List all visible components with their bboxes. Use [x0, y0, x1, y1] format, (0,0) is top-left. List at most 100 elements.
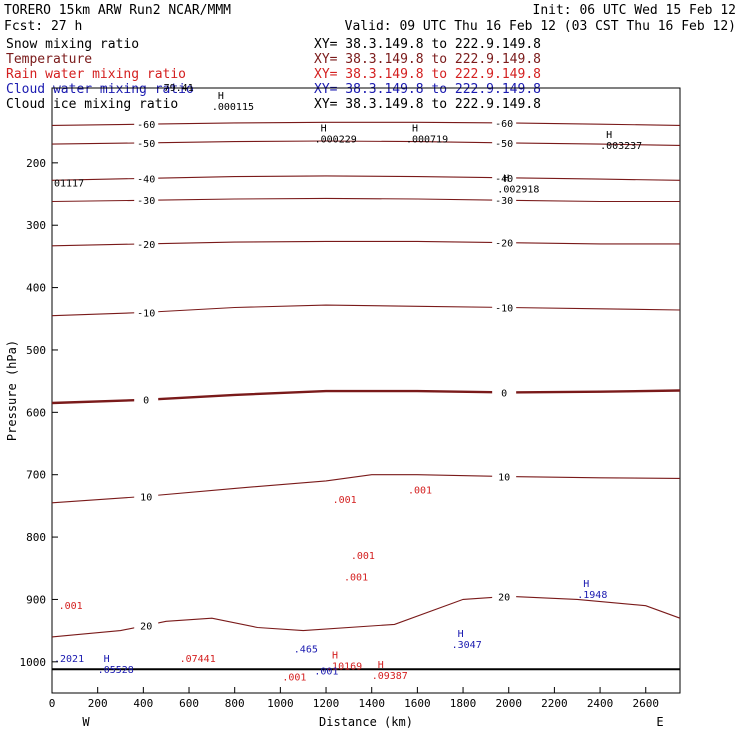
isotherm-label: -20 [495, 239, 513, 250]
legend-entry: Snow mixing ratio [6, 37, 139, 52]
isotherm-label: -30 [495, 196, 513, 207]
plot-area: -60 -60 -50 -50 -40 -40 -30 -30 -20 -20 -10 -10 0 0 10… [51, 83, 681, 694]
axes: 0 200 400 600 800 1000 1200 1400 1600 1800 2000 220… [5, 157, 664, 729]
isotherm-label: 10 [498, 472, 510, 483]
legend-entry: Cloud ice mixing ratio [6, 97, 178, 112]
x-tick-label: 400 [133, 697, 153, 710]
isotherm-label-bg [492, 116, 517, 129]
maximum-value-label: .05528 [98, 665, 134, 676]
isotherm-line [51, 389, 681, 405]
x-tick-label: 0 [49, 697, 56, 710]
maximum-marker: H [458, 629, 464, 640]
y-tick-label: 500 [26, 344, 46, 357]
legend-xy-range: XY= 38.3.149.8 to 222.9.149.8 [314, 37, 541, 52]
maximum-marker: H [332, 651, 338, 662]
isotherm-label-bg [492, 590, 517, 603]
x-tick-label: 1600 [404, 697, 431, 710]
isotherm-label: -40 [137, 174, 155, 185]
isotherm-label-bg [134, 136, 159, 149]
y-tick-label: 300 [26, 219, 46, 232]
isotherm-line [51, 304, 681, 317]
x-tick-label: 600 [179, 697, 199, 710]
isotherm-label: 10 [140, 492, 152, 503]
maximum-marker: H [606, 130, 612, 141]
x-tick-label: 200 [88, 697, 108, 710]
isotherm-label-bg [134, 306, 159, 319]
isotherm-label-bg [492, 301, 517, 314]
contour-label: 01117 [54, 179, 84, 190]
isotherm-label: 20 [498, 593, 510, 604]
legend-xy-range: XY= 38.3.149.8 to 222.9.149.8 [314, 82, 541, 97]
isotherm-line [51, 474, 681, 504]
header-block: TORERO 15km ARW Run2 NCAR/MMM Init: 06 U… [4, 3, 736, 34]
isotherm-line [51, 175, 681, 181]
legend-entry: Rain water mixing ratio [6, 67, 186, 82]
contour-label: 79.41 [164, 83, 194, 94]
legend-entry: Cloud water mixing ratio [6, 82, 194, 97]
isotherm-label: -50 [495, 139, 513, 150]
y-tick-label: 1000 [20, 656, 47, 669]
isotherm-label-bg [134, 118, 159, 131]
x-tick-label: 2000 [495, 697, 522, 710]
isotherm-label: 20 [140, 621, 152, 632]
contour-label: .001 [314, 666, 338, 677]
x-tick-label: 2200 [541, 697, 568, 710]
maximum-value-label: .1948 [577, 590, 607, 601]
contour-label: .465 [294, 644, 318, 655]
contour-label: .001 [333, 495, 357, 506]
y-tick-label: 800 [26, 531, 46, 544]
isotherm-label-bg [134, 619, 159, 632]
isotherm-label: -20 [137, 240, 155, 251]
isotherm-label-bg [492, 136, 517, 149]
y-axis-label: Pressure (hPa) [5, 340, 19, 441]
legend-xy-range: XY= 38.3.149.8 to 222.9.149.8 [314, 97, 541, 112]
maximum-marker: H [218, 91, 224, 102]
isotherm-line [51, 595, 681, 638]
contour-label: .001 [351, 551, 375, 562]
legend-xy-range: XY= 38.3.149.8 to 222.9.149.8 [314, 67, 541, 82]
isotherm-label-bg [134, 490, 159, 503]
x-tick-label: 800 [225, 697, 245, 710]
isotherm-line [51, 140, 681, 146]
isotherm-label: 0 [501, 388, 507, 399]
maximum-marker: H [583, 579, 589, 590]
maximum-value-label: .3047 [452, 640, 482, 651]
contour-label: .2021 [54, 654, 84, 665]
valid-time: Valid: 09 UTC Thu 16 Feb 12 (03 CST Thu … [345, 19, 736, 34]
isotherm-label: -10 [137, 308, 155, 319]
x-tick-label: 1200 [313, 697, 340, 710]
contour-label: .001 [59, 601, 83, 612]
contour-label: .001 [344, 573, 368, 584]
x-tick-label: 2400 [587, 697, 614, 710]
maximum-value-label: .000229 [315, 135, 357, 146]
isotherm-label: -60 [495, 119, 513, 130]
y-tick-label: 600 [26, 406, 46, 419]
x-tick-label: 1800 [450, 697, 477, 710]
maximum-value-label: .000115 [212, 102, 254, 113]
isotherm-label-bg [134, 237, 159, 250]
isotherm-label: -10 [495, 303, 513, 314]
isotherm-label-bg [492, 171, 517, 184]
isotherm-label: -60 [137, 120, 155, 131]
y-tick-label: 400 [26, 282, 46, 295]
maximum-value-label: .000719 [406, 135, 448, 146]
maximum-value-label: .10169 [326, 662, 362, 673]
isotherm-label-bg [134, 194, 159, 207]
maximum-marker: H [321, 124, 327, 135]
isotherm-label-bg [134, 172, 159, 185]
east-end-label: E [656, 715, 663, 729]
isotherm-label-bg [134, 393, 159, 406]
forecast-hour: Fcst: 27 h [4, 19, 82, 34]
isotherm-label: -40 [495, 174, 513, 185]
contour-label: .001 [282, 673, 306, 684]
maximum-value-label: .003237 [600, 141, 642, 152]
isotherm-label: -30 [137, 196, 155, 207]
maximum-value-label: .002918 [497, 185, 539, 196]
model-title: TORERO 15km ARW Run2 NCAR/MMM [4, 3, 231, 18]
x-tick-label: 2600 [632, 697, 659, 710]
y-tick-label: 900 [26, 593, 46, 606]
isotherm-label-bg [492, 386, 517, 399]
contour-label: .07441 [180, 654, 216, 665]
maximum-value-label: .09387 [372, 671, 408, 682]
